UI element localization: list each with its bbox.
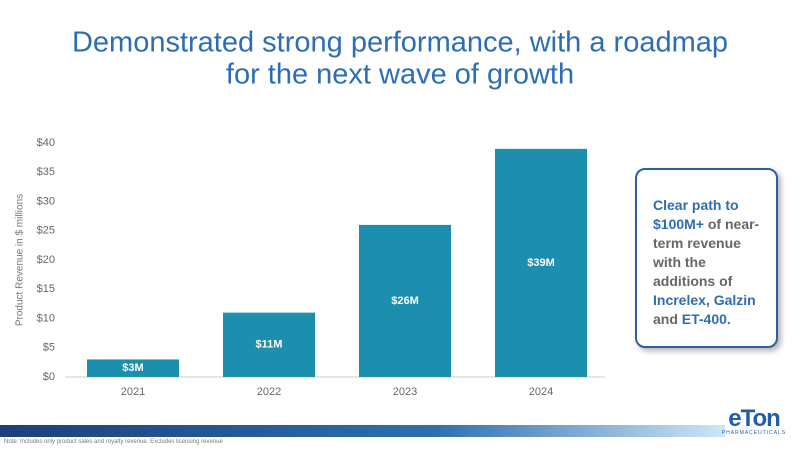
y-tick-label: $25 (37, 225, 55, 237)
y-tick-label: $30 (37, 195, 55, 207)
callout-text: Increlex (653, 292, 706, 308)
callout-text: and (653, 311, 678, 327)
logo-subtitle: PHARMACEUTICALS (721, 430, 787, 436)
x-tick-label: 2022 (257, 386, 281, 398)
title: Demonstrated strong performance, with a … (72, 27, 728, 59)
callout-text: . (726, 311, 731, 327)
y-tick-label: $40 (37, 137, 55, 149)
callout-text: Clear path to (653, 197, 739, 213)
value-label: $39M (527, 257, 555, 269)
callout-text: , (705, 292, 710, 308)
note: Note: Includes only product sales and ro… (4, 439, 223, 445)
callout-text: ET-400 (681, 311, 727, 327)
bar (87, 359, 179, 377)
x-tick-label: 2021 (121, 386, 145, 398)
y-tick-label: $10 (37, 312, 55, 324)
callout-text: of near-term revenue with the additions … (653, 216, 760, 289)
bar (495, 148, 587, 377)
y-tick-label: $0 (43, 371, 55, 383)
callout-text: Galzin (713, 292, 756, 308)
value-label: $11M (256, 339, 283, 351)
x-tick-label: 2023 (393, 386, 417, 398)
x-tick-label: 2024 (529, 386, 553, 398)
value-label: $26M (391, 295, 419, 307)
bar (359, 224, 451, 377)
y-tick-label: $20 (37, 254, 55, 266)
footer-band (0, 425, 725, 437)
title: for the next wave of growth (226, 59, 574, 91)
callout-text: $100M+ (653, 216, 704, 232)
logo: eTon PHARMACEUTICALS (712, 405, 796, 437)
y-tick-label: $5 (43, 342, 55, 354)
callout: Clear path to $100M+ of near-term revenu… (635, 168, 778, 348)
bar (223, 312, 315, 377)
y-tick-label: $15 (37, 283, 55, 295)
y-axis-label: Product Revenue in $ millions (15, 194, 26, 326)
logo-name: eTon (728, 405, 781, 432)
y-tick-label: $35 (37, 166, 55, 178)
value-label: $3M (122, 362, 143, 374)
